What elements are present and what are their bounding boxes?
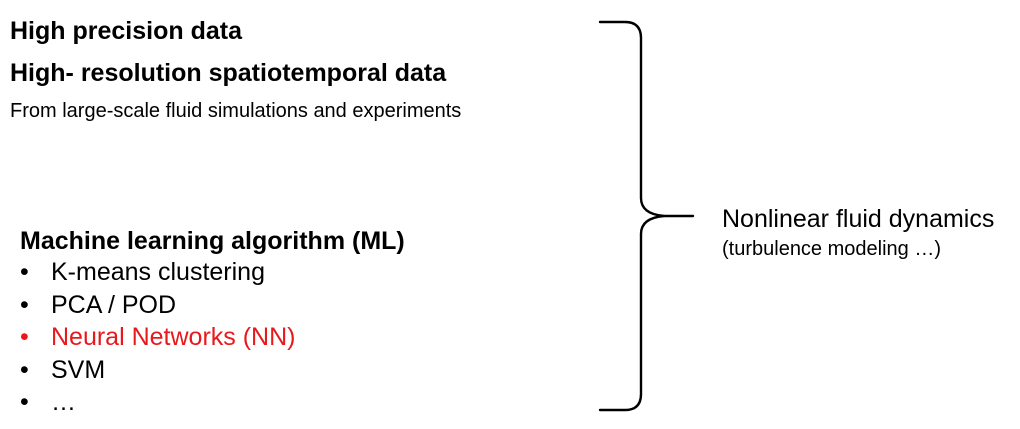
input-line-high-precision: High precision data — [10, 17, 242, 45]
bullet-icon: • — [20, 388, 29, 416]
bullet-icon: • — [20, 355, 29, 384]
outcome-note: (turbulence modeling …) — [722, 238, 941, 260]
ml-heading: Machine learning algorithm (ML) — [20, 227, 405, 255]
ml-item-label: PCA / POD — [51, 290, 177, 319]
bullet-icon: • — [20, 290, 29, 319]
ml-item-label: Neural Networks (NN) — [51, 323, 296, 351]
input-source-description: From large-scale fluid simulations and e… — [10, 100, 462, 122]
ml-item-label: SVM — [51, 355, 106, 384]
bullet-icon: • — [20, 258, 29, 286]
right-curly-brace — [598, 20, 666, 412]
input-line-high-resolution: High- resolution spatiotemporal data — [10, 59, 447, 87]
bullet-icon: • — [20, 323, 29, 351]
outcome-title: Nonlinear fluid dynamics — [722, 205, 995, 233]
ml-item-label: K-means clustering — [51, 258, 265, 286]
ml-item-label: … — [51, 388, 76, 416]
